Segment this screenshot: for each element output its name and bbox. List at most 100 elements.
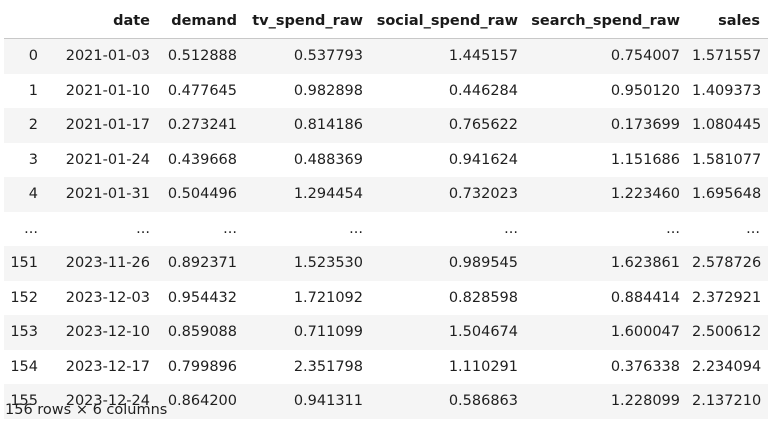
- cell-social-spend-raw: 1.445157: [448, 48, 518, 64]
- row-index-cell: 4: [28, 186, 38, 202]
- cell-demand: ...: [223, 220, 237, 237]
- cell-sales: 2.137210: [692, 393, 762, 409]
- column-header-search-spend-raw: search_spend_raw: [526, 4, 688, 39]
- cell-demand: 0.954432: [167, 289, 237, 306]
- cell-date: 2021-01-10: [65, 82, 150, 99]
- cell-search-spend-raw: 1.228099: [610, 393, 680, 409]
- cell-search-spend-raw: 1.600047: [610, 324, 680, 340]
- cell-tv-spend-raw: 2.351798: [293, 358, 363, 375]
- cell-tv-spend-raw: 0.982898: [293, 82, 363, 99]
- cell-tv-spend-raw: ...: [349, 220, 363, 237]
- cell-date: ...: [136, 220, 150, 237]
- cell-demand: 0.504496: [167, 186, 237, 202]
- cell-sales: 1.409373: [692, 82, 762, 99]
- cell-demand: 0.439668: [167, 151, 237, 168]
- dataframe-table: date demand tv_spend_raw social_spend_ra…: [4, 4, 768, 419]
- cell-tv-spend-raw: 0.711099: [293, 324, 363, 340]
- cell-social-spend-raw: 0.941624: [448, 151, 518, 168]
- row-index-cell: 2: [28, 117, 38, 133]
- cell-social-spend-raw: 0.446284: [448, 82, 518, 99]
- dataframe-output: date demand tv_spend_raw social_spend_ra…: [4, 4, 768, 419]
- row-index-cell: 0: [28, 48, 38, 64]
- cell-date: 2021-01-31: [65, 186, 150, 202]
- cell-social-spend-raw: 0.765622: [448, 117, 518, 133]
- cell-demand: 0.864200: [167, 393, 237, 409]
- cell-sales: 1.080445: [692, 117, 762, 133]
- table-row: 152 2023-12-03 0.954432 1.721092 0.828598 0.8…: [4, 280, 768, 315]
- cell-date: 2023-12-17: [65, 358, 150, 375]
- cell-demand: 0.477645: [167, 82, 237, 99]
- cell-search-spend-raw: 0.376338: [610, 358, 680, 375]
- cell-tv-spend-raw: 0.941311: [293, 393, 363, 409]
- cell-demand: 0.273241: [167, 117, 237, 133]
- column-header-social-spend-raw: social_spend_raw: [371, 4, 526, 39]
- cell-social-spend-raw: 1.110291: [448, 358, 518, 375]
- table-row: 4 2021-01-31 0.504496 1.294454 0.732023 1.223…: [4, 177, 768, 212]
- cell-sales: 2.500612: [692, 324, 762, 340]
- cell-date: 2023-12-03: [65, 289, 150, 306]
- row-index-cell: 151: [10, 255, 38, 271]
- cell-date: 2021-01-03: [65, 48, 150, 64]
- cell-search-spend-raw: ...: [666, 220, 680, 237]
- table-row: 154 2023-12-17 0.799896 2.351798 1.110291 0.3…: [4, 349, 768, 384]
- cell-search-spend-raw: 0.950120: [610, 82, 680, 99]
- table-row: 2 2021-01-17 0.273241 0.814186 0.765622 0.173…: [4, 108, 768, 143]
- cell-sales: 2.578726: [692, 255, 762, 271]
- cell-search-spend-raw: 1.151686: [610, 151, 680, 168]
- cell-tv-spend-raw: 1.294454: [293, 186, 363, 202]
- cell-sales: 1.695648: [692, 186, 762, 202]
- column-header-date: date: [46, 4, 158, 39]
- shape-summary: 156 rows × 6 columns: [5, 402, 168, 418]
- cell-search-spend-raw: 0.173699: [610, 117, 680, 133]
- cell-tv-spend-raw: 1.523530: [293, 255, 363, 271]
- header-row: date demand tv_spend_raw social_spend_ra…: [4, 4, 768, 39]
- cell-social-spend-raw: ...: [504, 220, 518, 237]
- cell-demand: 0.799896: [167, 358, 237, 375]
- table-row: 155 2023-12-24 0.864200 0.941311 0.586863 1.2…: [4, 384, 768, 419]
- cell-social-spend-raw: 0.586863: [448, 393, 518, 409]
- cell-date: 2023-12-10: [65, 324, 150, 340]
- column-header-demand: demand: [158, 4, 245, 39]
- cell-date: 2021-01-24: [65, 151, 150, 168]
- row-index-cell: 3: [28, 151, 38, 168]
- table-row: 153 2023-12-10 0.859088 0.711099 1.504674 1.6…: [4, 315, 768, 350]
- cell-date: 2023-11-26: [65, 255, 150, 271]
- cell-date: 2023-12-24: [65, 393, 150, 409]
- cell-search-spend-raw: 1.623861: [610, 255, 680, 271]
- cell-demand: 0.892371: [167, 255, 237, 271]
- row-index-cell: 155: [10, 393, 38, 409]
- cell-sales: 2.372921: [692, 289, 762, 306]
- cell-social-spend-raw: 0.732023: [448, 186, 518, 202]
- cell-sales: 1.571557: [692, 48, 762, 64]
- table-row: 3 2021-01-24 0.439668 0.488369 0.941624 1.151…: [4, 142, 768, 177]
- table-row: 1 2021-01-10 0.477645 0.982898 0.446284 0.950…: [4, 73, 768, 108]
- cell-sales: 2.234094: [692, 358, 762, 375]
- column-header-tv-spend-raw: tv_spend_raw: [245, 4, 371, 39]
- row-index-cell: 154: [10, 358, 38, 375]
- row-index-cell: 152: [10, 289, 38, 306]
- table-row: 0 2021-01-03 0.512888 0.537793 1.445157 0.754…: [4, 38, 768, 74]
- cell-tv-spend-raw: 0.537793: [293, 48, 363, 64]
- cell-date: 2021-01-17: [65, 117, 150, 133]
- cell-tv-spend-raw: 0.488369: [293, 151, 363, 168]
- table-row: 151 2023-11-26 0.892371 1.523530 0.989545 1.6…: [4, 246, 768, 281]
- cell-social-spend-raw: 0.828598: [448, 289, 518, 306]
- column-header-sales: sales: [688, 4, 768, 39]
- cell-sales: ...: [746, 220, 760, 237]
- cell-search-spend-raw: 0.754007: [610, 48, 680, 64]
- row-index-cell: ...: [24, 220, 38, 237]
- row-index-cell: 1: [28, 82, 38, 99]
- table-row: .....................: [4, 211, 768, 246]
- cell-demand: 0.859088: [167, 324, 237, 340]
- cell-social-spend-raw: 0.989545: [448, 255, 518, 271]
- cell-search-spend-raw: 0.884414: [610, 289, 680, 306]
- row-index-cell: 153: [10, 324, 38, 340]
- table-body: 0 2021-01-03 0.512888 0.537793 1.445157 0.754…: [4, 38, 768, 419]
- cell-demand: 0.512888: [167, 48, 237, 64]
- cell-tv-spend-raw: 0.814186: [293, 117, 363, 133]
- index-header: [4, 4, 46, 39]
- cell-social-spend-raw: 1.504674: [448, 324, 518, 340]
- cell-search-spend-raw: 1.223460: [610, 186, 680, 202]
- cell-sales: 1.581077: [692, 151, 762, 168]
- cell-tv-spend-raw: 1.721092: [293, 289, 363, 306]
